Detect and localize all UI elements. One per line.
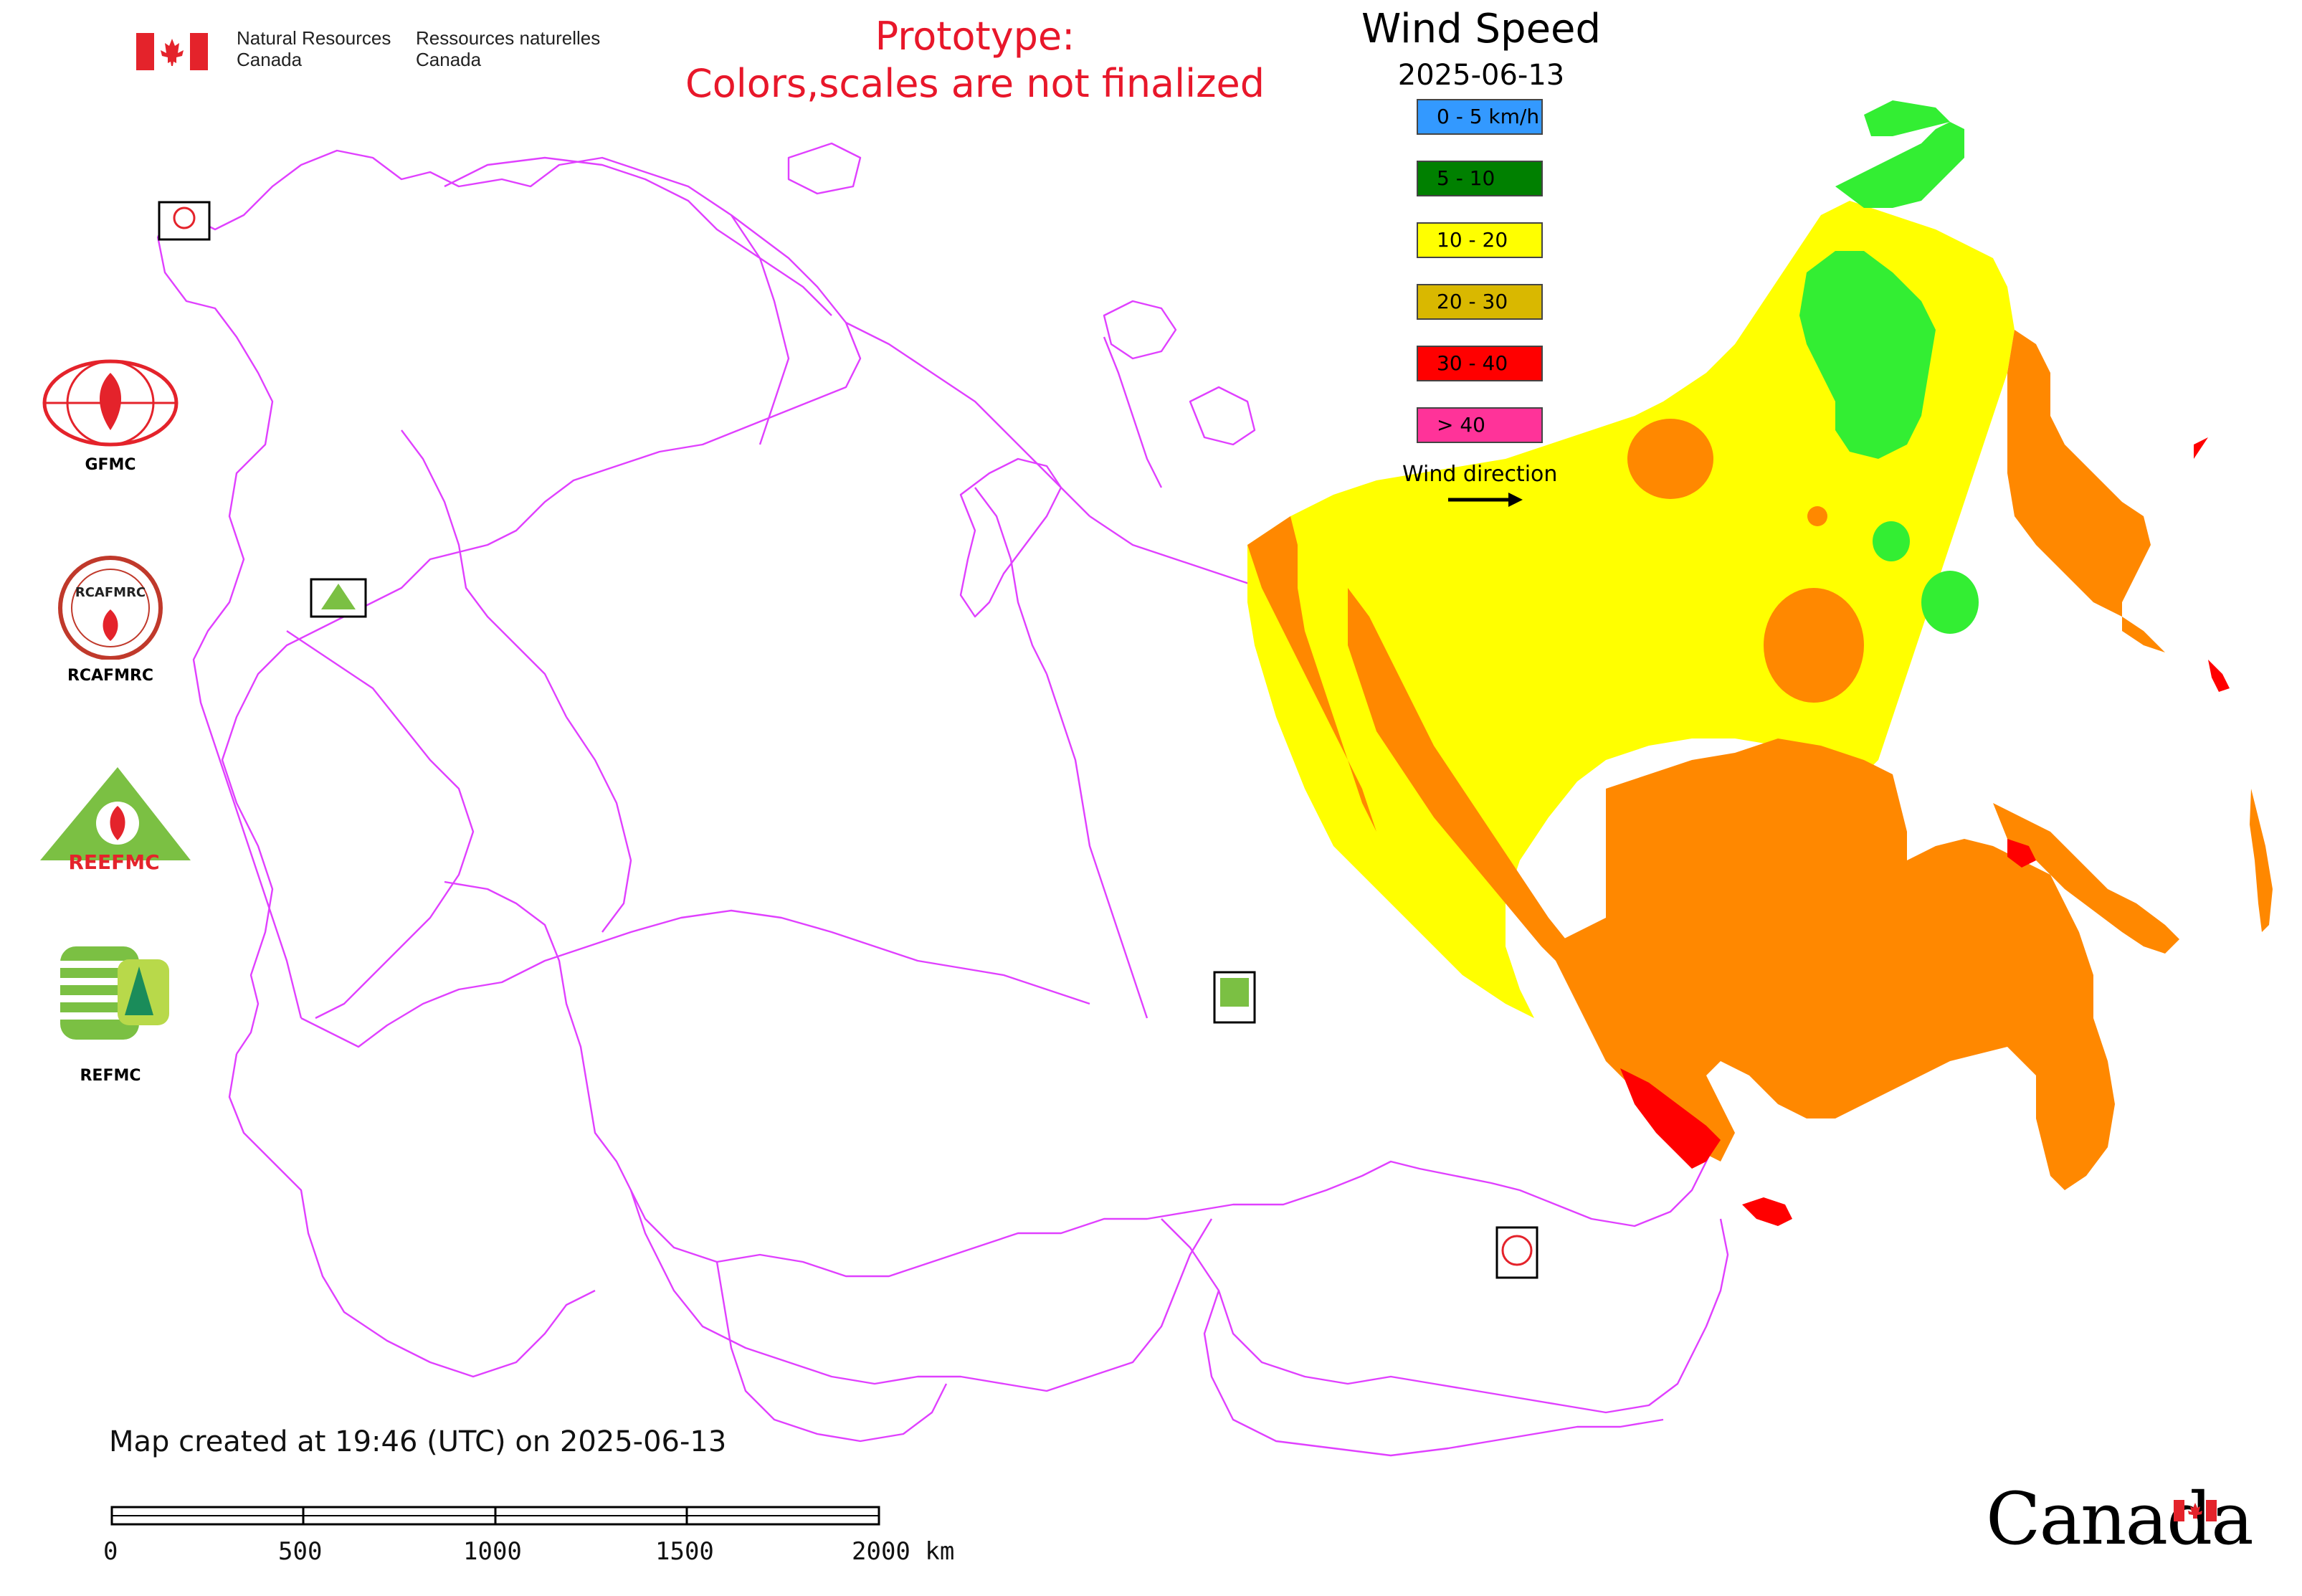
boundary-volga-1 xyxy=(401,429,568,718)
legend-item-over-40: > 40 xyxy=(1417,407,1543,443)
boundary-central-asia xyxy=(715,1261,948,1443)
refmc-logo-icon xyxy=(60,946,169,1040)
scale-tick-1000: 1000 xyxy=(463,1537,522,1566)
zone-5-10-north xyxy=(1835,122,1964,208)
island-arctic-1 xyxy=(1103,300,1177,360)
zone-30-40-kamchatka xyxy=(2208,660,2230,692)
gov-name-en-line2: Canada xyxy=(237,49,303,70)
legend-item-5-10: 5 - 10 xyxy=(1417,161,1543,196)
logo-reefmc: REEFMC xyxy=(32,767,196,875)
zone-5-10-north-island xyxy=(1864,100,1950,136)
map-inset-logos xyxy=(158,201,1538,1279)
island-novaya-zemlya xyxy=(959,457,1062,618)
legend-label-0-5: 0 - 5 km/h xyxy=(1437,105,1540,128)
logo-rcafmrc: RCAFMRC RCAFMRC xyxy=(32,552,189,688)
scale-tick-1500: 1500 xyxy=(655,1537,714,1566)
wind-direction-label: Wind direction xyxy=(1402,462,1558,487)
island-arctic-3 xyxy=(787,142,862,195)
gfmc-logo-icon xyxy=(42,359,179,447)
logo-label-rcafmrc: RCAFMRC xyxy=(67,667,154,685)
zone-20-30-south xyxy=(1549,738,2115,1190)
boundary-urals xyxy=(566,716,632,933)
island-severnaya xyxy=(1103,336,1163,488)
legend-item-0-5: 0 - 5 km/h xyxy=(1417,99,1543,135)
boundary-mongolia xyxy=(1161,1218,1729,1414)
legend-label-5-10: 5 - 10 xyxy=(1437,166,1495,190)
gov-name-fr-line1: Ressources naturelles xyxy=(416,27,601,49)
zone-20-30-west-band xyxy=(1247,516,1376,832)
legend-label-over-40: > 40 xyxy=(1437,413,1485,437)
legend-title: Wind Speed xyxy=(1361,6,1602,52)
boundary-kola xyxy=(444,156,832,316)
legend-date: 2025-06-13 xyxy=(1397,59,1565,92)
island-east-2 xyxy=(2194,437,2208,459)
reefmc-logo-icon: REEFMC xyxy=(40,767,191,874)
zone-20-30-mid-band xyxy=(1348,588,1606,989)
boundary-krasnoyarsk xyxy=(1045,673,1148,1019)
wind-direction-arrow-icon xyxy=(1448,493,1523,507)
zone-20-30-east-coast xyxy=(2007,330,2165,652)
boundary-siberia-west xyxy=(731,214,790,445)
wind-field xyxy=(1247,100,2273,1226)
scale-tick-2000: 2000 km xyxy=(852,1537,955,1566)
scale-tick-0: 0 xyxy=(103,1537,118,1566)
prototype-line2: Colors,scales are not finalized xyxy=(685,61,1265,106)
map-created-timestamp: Map created at 19:46 (UTC) on 2025-06-13 xyxy=(109,1425,727,1458)
zone-5-10-spot-2 xyxy=(1921,571,1979,634)
logo-refmc: REFMC xyxy=(32,946,189,1090)
boundary-mongolia-south xyxy=(1203,1290,1664,1457)
scale-bar xyxy=(110,1506,880,1526)
zone-30-40-far-south xyxy=(1742,1197,1792,1226)
legend-item-20-30: 20 - 30 xyxy=(1417,284,1543,320)
zone-30-40-sakhalin xyxy=(2007,839,2036,868)
scale-tick-500: 500 xyxy=(278,1537,323,1566)
legend-item-30-40: 30 - 40 xyxy=(1417,346,1543,381)
gov-name-en-line1: Natural Resources xyxy=(237,27,391,49)
rcafmrc-logo-icon: RCAFMRC xyxy=(58,556,163,660)
logo-gfmc: GFMC xyxy=(32,358,189,480)
boundary-siberia-north xyxy=(845,321,1090,517)
boundary-south-russia xyxy=(300,909,1090,1048)
reefmc-logo-text: REEFMC xyxy=(68,850,159,874)
prototype-notice: Prototype: Colors,scales are not finaliz… xyxy=(660,13,1290,108)
gov-name-fr-line2: Canada xyxy=(416,49,482,70)
island-arctic-2 xyxy=(1189,386,1256,446)
logo-label-refmc: REFMC xyxy=(80,1067,141,1085)
zone-5-10-central xyxy=(1799,251,1936,459)
zone-20-30-blob-2 xyxy=(1764,588,1864,703)
boundary-kazakhstan xyxy=(444,880,1715,1278)
zone-20-30-sakhalin xyxy=(1993,803,2179,954)
boundary-yamal xyxy=(974,487,1048,675)
zone-20-30-blob-3 xyxy=(1807,506,1827,526)
zone-20-30-blob-1 xyxy=(1627,419,1713,499)
government-header: Natural Resources Canada Ressources natu… xyxy=(136,27,602,77)
rcafmrc-logo-text: RCAFMRC xyxy=(75,585,146,600)
zone-5-10-spot xyxy=(1873,521,1910,561)
canada-flag-icon xyxy=(136,33,208,70)
canada-wordmark-flag-icon xyxy=(2174,1500,2217,1521)
boundary-west xyxy=(228,1053,596,1378)
logo-label-gfmc: GFMC xyxy=(85,456,136,474)
prototype-line1: Prototype: xyxy=(875,14,1075,59)
legend-label-20-30: 20 - 30 xyxy=(1437,290,1508,313)
legend-label-30-40: 30 - 40 xyxy=(1437,351,1508,375)
boundary-volga-2 xyxy=(286,630,475,1020)
legend-item-10-20: 10 - 20 xyxy=(1417,222,1543,258)
zone-30-40-south-tip xyxy=(1620,1068,1721,1169)
boundary-baltic xyxy=(156,236,303,1019)
legend-label-10-20: 10 - 20 xyxy=(1437,228,1508,252)
island-east-1 xyxy=(2250,789,2273,932)
boundary-northwest xyxy=(157,149,862,1055)
boundary-kazakhstan-south xyxy=(629,1189,1213,1392)
